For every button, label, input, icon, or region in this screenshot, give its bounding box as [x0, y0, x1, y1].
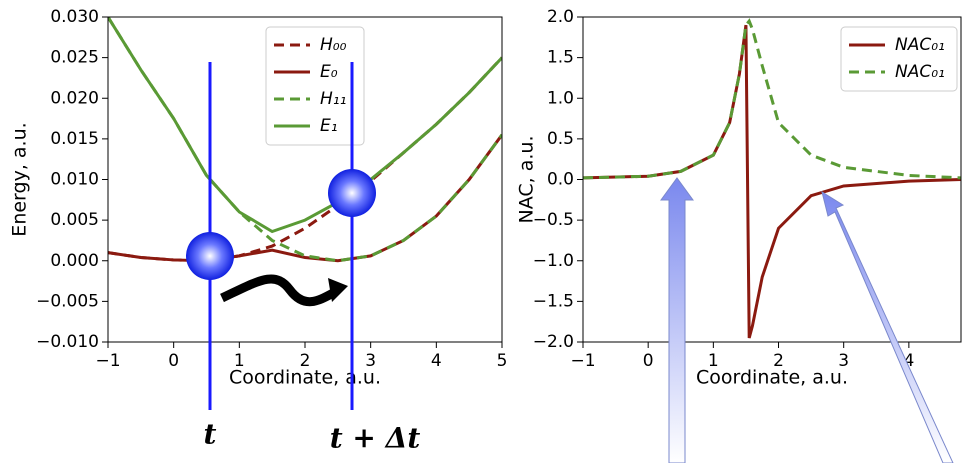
x-tick-label: 0: [168, 351, 179, 371]
y-tick-label: 0.025: [50, 48, 99, 68]
x-tick-label: 4: [903, 351, 914, 371]
x-tick-label: 2: [300, 351, 311, 371]
series-line: [583, 24, 961, 339]
particle: [328, 169, 376, 217]
x-tick-label: 5: [497, 351, 508, 371]
y-tick-label: 0.0: [547, 170, 574, 190]
legend-label: NAC₀₁: [895, 62, 945, 82]
legend-label: H₀₀: [320, 35, 347, 55]
y-tick-label: 0.030: [50, 7, 99, 27]
y-tick-label: 0.015: [50, 129, 99, 149]
x-tick-label: 3: [365, 351, 376, 371]
x-tick-label: 0: [643, 351, 654, 371]
y-tick-label: 0.005: [50, 210, 99, 230]
x-tick-label: 2: [773, 351, 784, 371]
y-tick-label: −0.005: [36, 291, 99, 311]
y-axis-label: Energy, a.u.: [9, 122, 31, 236]
legend-label: E₁: [320, 116, 338, 136]
hop-arrow: [220, 274, 338, 307]
chart: −2.0 −1.5 −1.0 −0.5 0.0 0.5 1.0 1.5 2.0 −1 0 1 2 3 4 Co…: [516, 7, 962, 389]
y-tick-label: −0.010: [36, 332, 99, 352]
y-axis-label: NAC, a.u.: [516, 136, 538, 224]
annotation: t: [204, 418, 217, 451]
pointer-arrow: [660, 177, 694, 463]
x-axis-label: Coordinate, a.u.: [696, 367, 848, 389]
pointer-arrow: [821, 190, 954, 463]
legend-box: [265, 26, 365, 146]
chart: −0.010 −0.005 0.000 0.005 0.010 0.015 0.020 0.0…: [9, 7, 508, 389]
series-line: [108, 17, 502, 234]
plot-frame: [582, 16, 962, 343]
decorations: t t + Δt: [186, 62, 420, 455]
particle: [186, 232, 234, 280]
y-tick-label: 1.5: [547, 48, 574, 68]
y-tick-label: 1.0: [547, 88, 574, 108]
x-tick-label: 3: [838, 351, 849, 371]
hop-arrow-head: [328, 278, 348, 302]
plot-frame: [107, 16, 503, 343]
series-line: [108, 133, 502, 263]
y-tick-label: 0.000: [50, 251, 99, 271]
legend-box: [840, 26, 958, 92]
y-tick-label: 0.5: [547, 129, 574, 149]
x-axis-label: Coordinate, a.u.: [229, 367, 381, 389]
y-tick-label: −2.0: [533, 332, 574, 352]
y-tick-label: −1.5: [533, 291, 574, 311]
legend-label: NAC₀₁: [895, 35, 945, 55]
x-tick-label: 1: [708, 351, 719, 371]
x-tick-label: 4: [431, 351, 442, 371]
y-tick-label: 2.0: [547, 7, 574, 27]
legend-label: H₁₁: [320, 89, 346, 109]
x-tick-label: 1: [234, 351, 245, 371]
decorations: [660, 177, 954, 463]
y-tick-label: 0.010: [50, 170, 99, 190]
x-tick-label: −1: [95, 351, 120, 371]
x-tick-label: −1: [570, 351, 595, 371]
annotation: t + Δt: [330, 422, 421, 455]
y-tick-label: −1.0: [533, 251, 574, 271]
y-tick-label: −0.5: [533, 210, 574, 230]
series-line: [583, 18, 961, 180]
y-tick-label: 0.020: [50, 88, 99, 108]
legend-label: E₀: [320, 62, 338, 82]
